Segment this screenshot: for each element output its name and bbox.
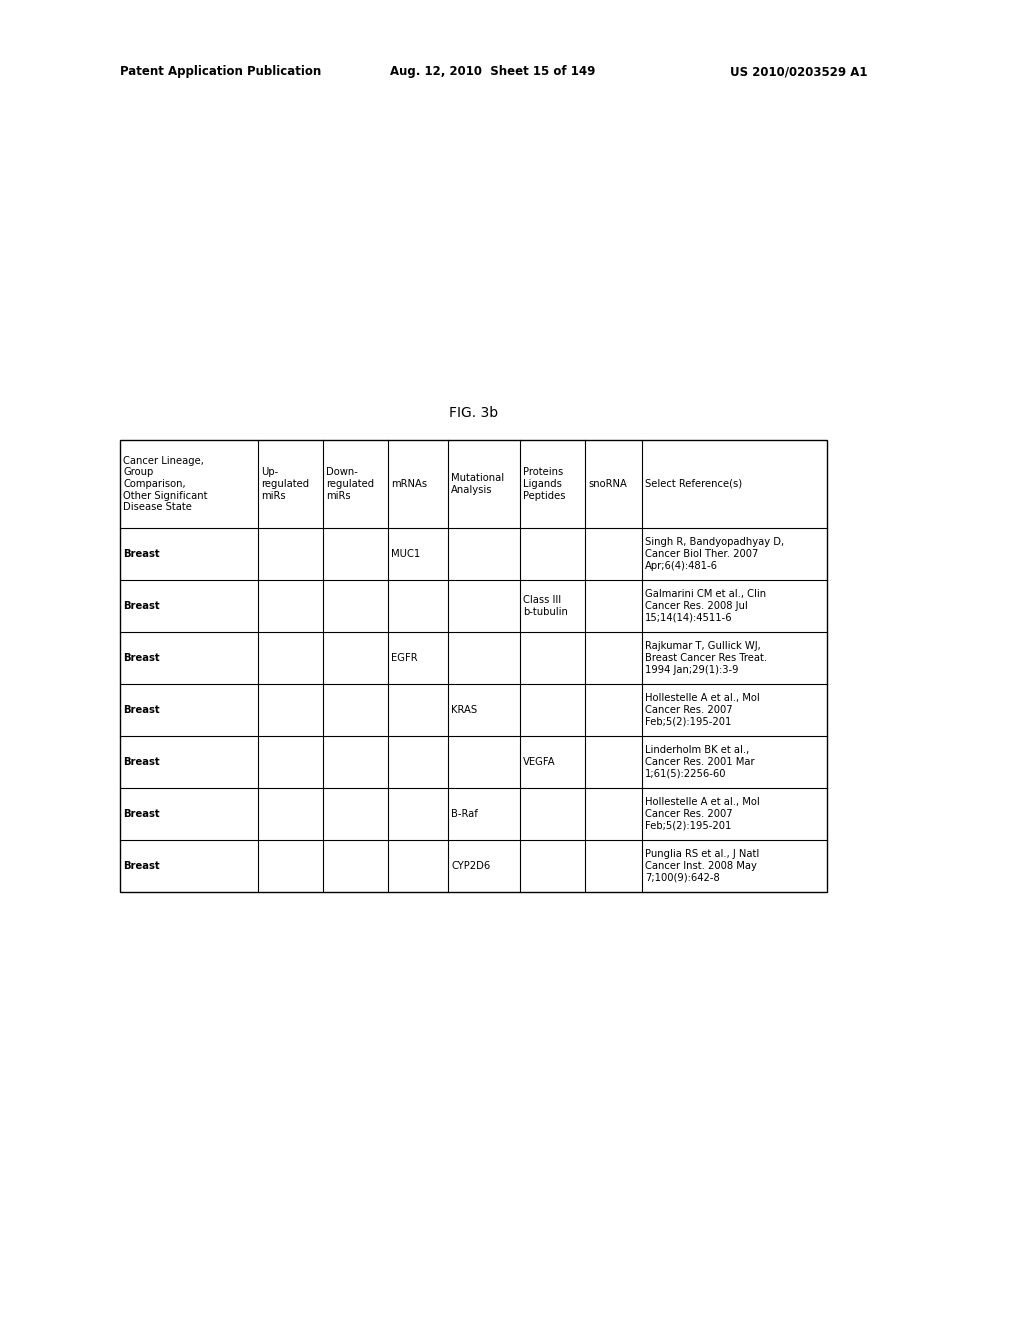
Text: EGFR: EGFR	[391, 653, 418, 663]
Text: Class III
b-tubulin: Class III b-tubulin	[523, 595, 568, 616]
Text: Breast: Breast	[123, 756, 160, 767]
Text: B-Raf: B-Raf	[451, 809, 478, 818]
Text: Mutational
Analysis: Mutational Analysis	[451, 473, 504, 495]
Text: Singh R, Bandyopadhyay D,
Cancer Biol Ther. 2007
Apr;6(4):481-6: Singh R, Bandyopadhyay D, Cancer Biol Th…	[645, 537, 784, 570]
Text: Up-
regulated
miRs: Up- regulated miRs	[261, 467, 309, 500]
Text: Rajkumar T, Gullick WJ,
Breast Cancer Res Treat.
1994 Jan;29(1):3-9: Rajkumar T, Gullick WJ, Breast Cancer Re…	[645, 642, 767, 675]
Text: US 2010/0203529 A1: US 2010/0203529 A1	[730, 66, 867, 78]
Text: Galmarini CM et al., Clin
Cancer Res. 2008 Jul
15;14(14):4511-6: Galmarini CM et al., Clin Cancer Res. 20…	[645, 590, 766, 623]
Text: Breast: Breast	[123, 653, 160, 663]
Text: FIG. 3b: FIG. 3b	[449, 407, 498, 420]
Text: MUC1: MUC1	[391, 549, 420, 558]
Text: Down-
regulated
miRs: Down- regulated miRs	[326, 467, 374, 500]
Bar	[120, 440, 827, 892]
Text: Punglia RS et al., J Natl
Cancer Inst. 2008 May
7;100(9):642-8: Punglia RS et al., J Natl Cancer Inst. 2…	[645, 849, 759, 883]
Text: CYP2D6: CYP2D6	[451, 861, 490, 871]
Text: VEGFA: VEGFA	[523, 756, 556, 767]
Text: Cancer Lineage,
Group
Comparison,
Other Significant
Disease State: Cancer Lineage, Group Comparison, Other …	[123, 455, 208, 512]
Text: Hollestelle A et al., Mol
Cancer Res. 2007
Feb;5(2):195-201: Hollestelle A et al., Mol Cancer Res. 20…	[645, 797, 760, 830]
Text: Breast: Breast	[123, 549, 160, 558]
Text: Breast: Breast	[123, 861, 160, 871]
Text: Proteins
Ligands
Peptides: Proteins Ligands Peptides	[523, 467, 565, 500]
Text: Breast: Breast	[123, 601, 160, 611]
Text: Aug. 12, 2010  Sheet 15 of 149: Aug. 12, 2010 Sheet 15 of 149	[390, 66, 595, 78]
Text: Patent Application Publication: Patent Application Publication	[120, 66, 322, 78]
Text: Linderholm BK et al.,
Cancer Res. 2001 Mar
1;61(5):2256-60: Linderholm BK et al., Cancer Res. 2001 M…	[645, 746, 755, 779]
Text: mRNAs: mRNAs	[391, 479, 427, 488]
Text: Select Reference(s): Select Reference(s)	[645, 479, 742, 488]
Text: KRAS: KRAS	[451, 705, 477, 715]
Text: snoRNA: snoRNA	[588, 479, 627, 488]
Text: Hollestelle A et al., Mol
Cancer Res. 2007
Feb;5(2):195-201: Hollestelle A et al., Mol Cancer Res. 20…	[645, 693, 760, 726]
Text: Breast: Breast	[123, 809, 160, 818]
Text: Breast: Breast	[123, 705, 160, 715]
